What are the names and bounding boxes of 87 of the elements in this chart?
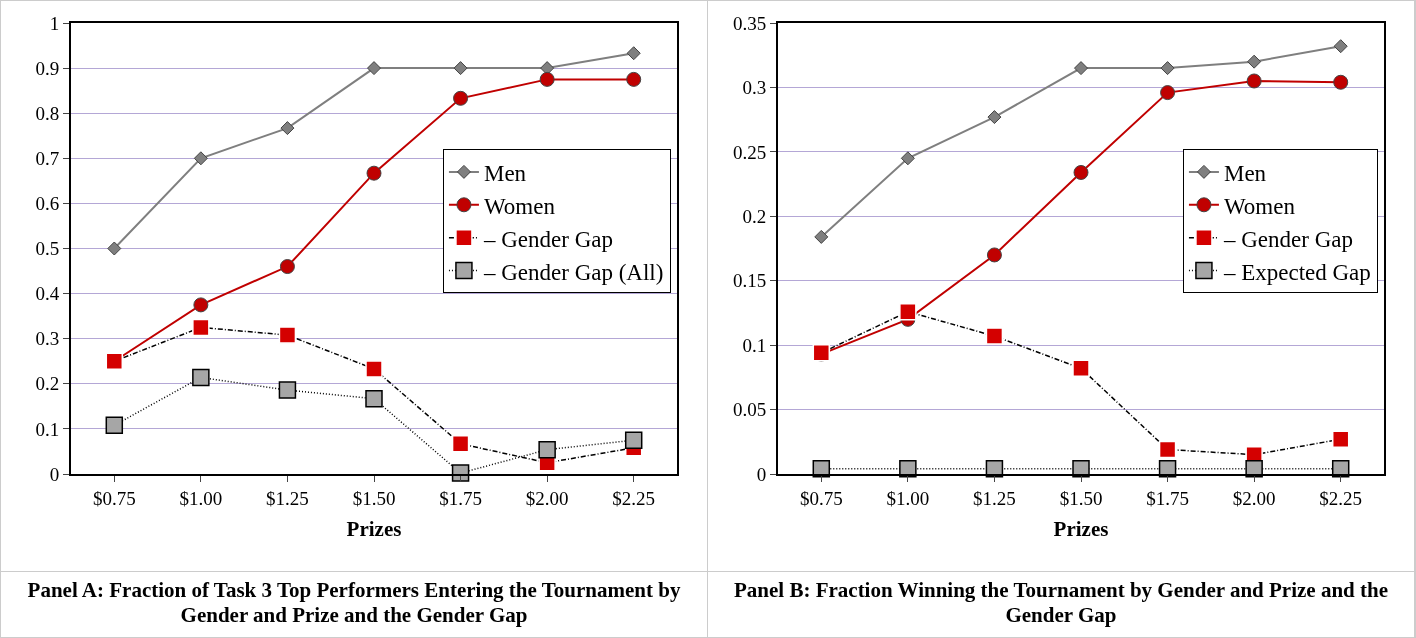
point bbox=[1072, 359, 1090, 378]
y-tick-label: 0.15 bbox=[732, 270, 767, 292]
point bbox=[899, 302, 917, 321]
x-tick-label: $1.50 bbox=[352, 487, 396, 509]
point bbox=[1160, 61, 1175, 76]
point bbox=[107, 241, 122, 256]
text: Panel B: Fraction Winning the Tournament by Gender and Prize and the Gender Gap bbox=[733, 577, 1389, 630]
point bbox=[193, 151, 208, 166]
point bbox=[1245, 460, 1263, 478]
x-tick-label: $1.25 bbox=[266, 487, 309, 509]
x-tick-label: $2.25 bbox=[612, 487, 656, 509]
point bbox=[280, 121, 295, 136]
point bbox=[1333, 74, 1349, 90]
point bbox=[1247, 54, 1262, 69]
x-axis-title: Prizes bbox=[346, 517, 402, 542]
x-tick-label: $1.75 bbox=[1146, 487, 1189, 509]
y-tick-label: 0.2 bbox=[742, 205, 767, 227]
legend-label: Men bbox=[1223, 160, 1267, 186]
point bbox=[900, 151, 915, 166]
y-tick-label: 0.9 bbox=[35, 57, 60, 79]
point bbox=[453, 61, 468, 76]
point bbox=[192, 318, 210, 337]
y-tick-label: 0.35 bbox=[732, 12, 767, 34]
point bbox=[539, 71, 555, 87]
point bbox=[366, 165, 382, 181]
point bbox=[1074, 61, 1088, 76]
point bbox=[1246, 73, 1262, 89]
y-tick-label: 0.5 bbox=[35, 238, 60, 260]
point bbox=[1072, 460, 1090, 478]
y-tick-label: 0.1 bbox=[35, 418, 60, 440]
point bbox=[1158, 440, 1177, 459]
y-tick-label: 0.3 bbox=[35, 328, 60, 350]
x-tick-label: $1.50 bbox=[1059, 487, 1103, 509]
point bbox=[1331, 430, 1350, 448]
point bbox=[105, 416, 124, 435]
point bbox=[626, 46, 641, 61]
x-tick-label: $2.00 bbox=[525, 487, 569, 509]
point bbox=[365, 389, 383, 408]
y-tick-label: 0.05 bbox=[732, 399, 767, 421]
point bbox=[899, 460, 917, 478]
point bbox=[986, 247, 1002, 263]
y-tick-label: 0.2 bbox=[35, 373, 60, 395]
point bbox=[626, 71, 642, 87]
x-tick-label: $1.75 bbox=[439, 487, 482, 509]
y-tick-label: 0.25 bbox=[732, 141, 767, 163]
point bbox=[193, 297, 209, 313]
point bbox=[192, 368, 210, 387]
legend-label: – Expected Gap bbox=[1222, 259, 1371, 285]
point bbox=[278, 326, 297, 344]
y-tick-label: 0.3 bbox=[742, 77, 767, 99]
x-tick-label: $1.25 bbox=[973, 487, 1016, 509]
y-tick-label: 0.4 bbox=[35, 283, 60, 305]
x-tick-label: $0.75 bbox=[92, 487, 136, 509]
x-tick-label: $2.00 bbox=[1232, 487, 1276, 509]
point bbox=[279, 259, 295, 275]
point bbox=[451, 435, 470, 453]
legend-label: Women bbox=[1223, 193, 1296, 219]
point bbox=[538, 440, 556, 459]
point bbox=[1160, 85, 1176, 101]
x-tick-label: $0.75 bbox=[799, 487, 843, 509]
x-tick-label: $1.00 bbox=[886, 487, 930, 509]
point bbox=[987, 110, 1002, 125]
y-tick-label: 0 bbox=[756, 463, 767, 485]
x-axis-title: Prizes bbox=[1053, 517, 1109, 542]
point bbox=[814, 229, 829, 244]
y-tick-label: 0.1 bbox=[742, 334, 767, 356]
legend-label: – Gender Gap (All) bbox=[482, 259, 664, 285]
legend-label: Women bbox=[483, 193, 556, 219]
point bbox=[365, 360, 383, 378]
point bbox=[453, 90, 469, 106]
point bbox=[1333, 39, 1348, 54]
legend-label: – Gender Gap bbox=[482, 226, 613, 252]
y-tick-label: 1 bbox=[49, 12, 60, 34]
y-tick-label: 0 bbox=[49, 463, 60, 485]
text: Panel A: Fraction of Task 3 Top Performers Entering the Tournament by Gender and Prize and the Gender Gap bbox=[26, 577, 682, 630]
point bbox=[985, 327, 1004, 345]
y-tick-label: 0.8 bbox=[35, 102, 60, 124]
legend-label: – Gender Gap bbox=[1222, 226, 1353, 252]
y-tick-label: 0.7 bbox=[35, 147, 60, 169]
y-tick-label: 0.6 bbox=[35, 193, 60, 215]
point bbox=[367, 61, 381, 76]
x-tick-label: $1.00 bbox=[179, 487, 223, 509]
point bbox=[624, 431, 643, 449]
point bbox=[278, 381, 297, 399]
point bbox=[1073, 164, 1089, 180]
x-tick-label: $2.25 bbox=[1319, 487, 1363, 509]
legend-label: Men bbox=[483, 160, 527, 186]
